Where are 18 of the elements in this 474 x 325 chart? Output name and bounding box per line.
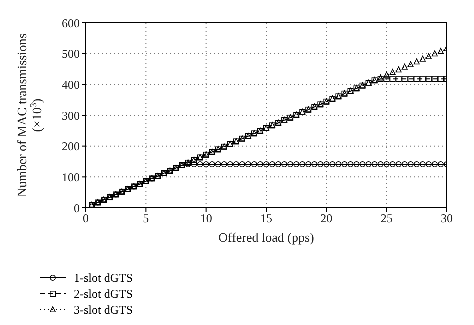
x-tick-label: 25 [380, 212, 393, 226]
y-tick-label: 300 [62, 108, 80, 123]
y-tick-label: 200 [62, 140, 80, 154]
x-axis-title: Offered load (pps) [218, 230, 314, 245]
legend-label: 3-slot dGTS [74, 302, 134, 318]
y-tick-label: 400 [62, 78, 80, 92]
y-tick-label: 500 [62, 47, 80, 62]
y-tick-label: 100 [62, 170, 80, 184]
y-tick-label: 600 [62, 16, 80, 30]
x-tick-label: 20 [320, 212, 333, 226]
legend-label: 2-slot dGTS [74, 286, 134, 302]
x-tick-label: 15 [260, 212, 272, 226]
x-tick-label: 5 [143, 212, 150, 226]
x-tick-label: 10 [200, 212, 212, 226]
y-tick-label: 0 [74, 201, 80, 216]
x-tick-label: 0 [83, 212, 89, 226]
legend-label: 1-slot dGTS [74, 270, 134, 286]
x-tick-label: 30 [441, 212, 453, 226]
